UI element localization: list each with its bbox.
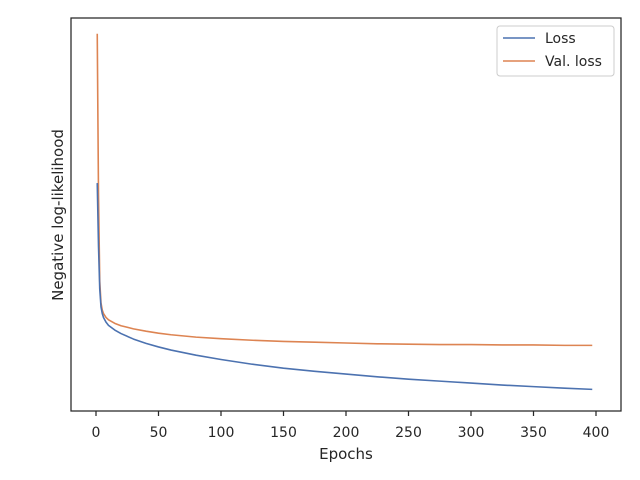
x-tick-label: 150 — [270, 425, 297, 441]
x-tick-label: 350 — [520, 425, 547, 441]
x-axis-label: Epochs — [319, 445, 373, 463]
y-axis-label: Negative log-likelihood — [49, 129, 67, 301]
x-tick-label: 0 — [92, 425, 101, 441]
series-layer — [96, 33, 593, 391]
series-line-val-loss — [96, 33, 593, 347]
x-tick-label: 250 — [395, 425, 422, 441]
x-tick-label: 200 — [333, 425, 360, 441]
legend-label-loss: Loss — [545, 31, 576, 47]
x-tick-label: 50 — [150, 425, 168, 441]
x-tick-label: 300 — [458, 425, 485, 441]
legend-label-val-loss: Val. loss — [545, 54, 602, 70]
legend: Loss Val. loss — [496, 25, 615, 77]
x-tick-label: 400 — [583, 425, 610, 441]
series-line-loss — [96, 183, 593, 391]
x-tick-label: 100 — [208, 425, 235, 441]
x-axis-ticks: 0 50 100 150 200 250 300 350 400 — [92, 411, 610, 441]
